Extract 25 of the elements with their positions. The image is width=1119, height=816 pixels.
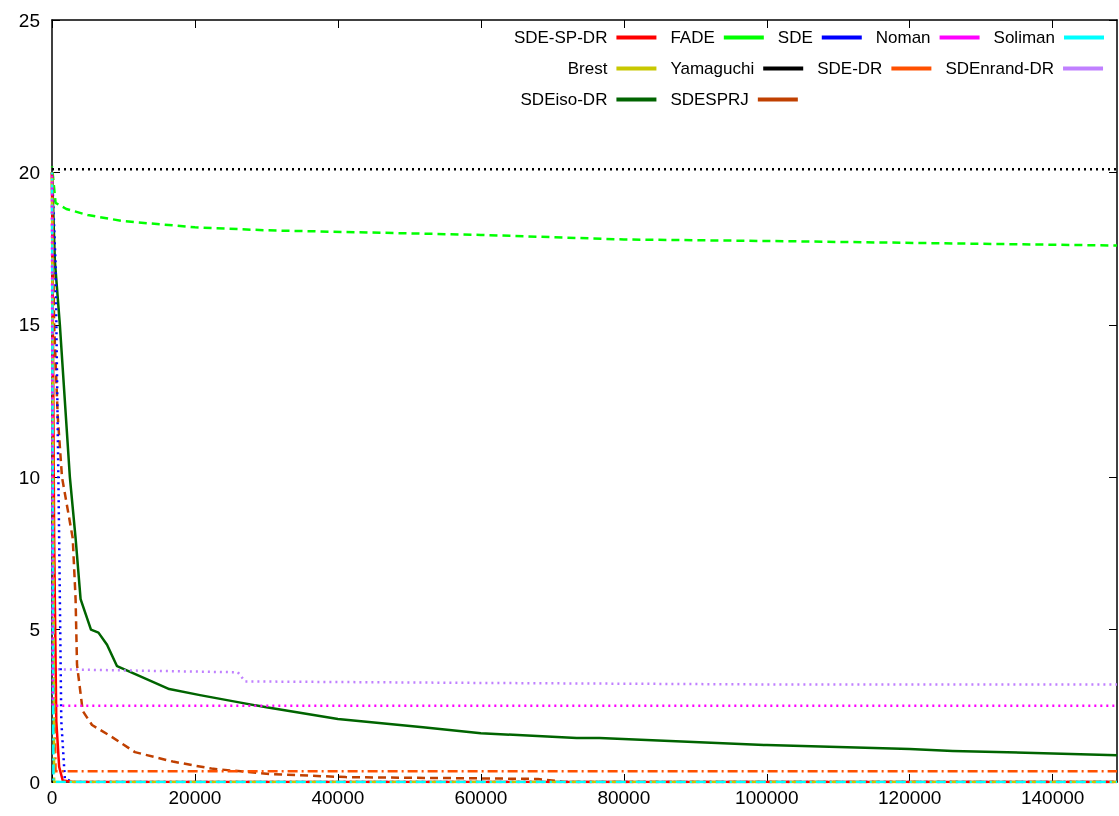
x-tick-label: 40000	[311, 787, 365, 808]
y-tick-label: 15	[18, 314, 40, 336]
x-tick-label: 20000	[168, 787, 222, 808]
legend-label: SDE-SP-DR	[513, 28, 608, 47]
legend-label: SDE-DR	[817, 59, 883, 78]
x-tick-label: 0	[46, 787, 58, 808]
legend-label: FADE	[670, 28, 715, 47]
y-tick-label: 5	[29, 619, 40, 641]
legend-label: Soliman	[993, 28, 1055, 47]
x-tick-label: 140000	[1020, 787, 1085, 808]
x-tick-label: 100000	[735, 787, 799, 808]
y-tick-label: 20	[18, 161, 40, 183]
legend-label: SDE	[777, 28, 813, 47]
legend-label: Brest	[567, 59, 608, 78]
legend-label: SDEnrand-DR	[945, 59, 1055, 78]
y-tick-label: 10	[18, 466, 40, 488]
x-tick-label: 120000	[878, 787, 942, 808]
legend-label: SDEiso-DR	[520, 90, 608, 109]
y-tick-label: 0	[29, 771, 40, 793]
legend-label: Yamaguchi	[670, 59, 755, 78]
x-tick-label: 80000	[597, 787, 651, 808]
x-tick-label: 60000	[454, 787, 508, 808]
y-tick-label: 25	[18, 9, 40, 31]
legend-label: Noman	[875, 28, 931, 47]
legend-label: SDESPRJ	[670, 90, 749, 109]
